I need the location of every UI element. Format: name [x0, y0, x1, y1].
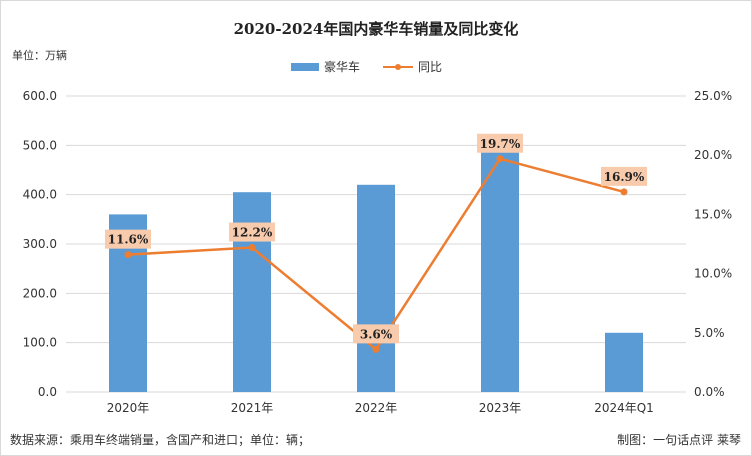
legend-swatch-line-marker	[395, 64, 401, 70]
chart-title: 2020-2024年国内豪华车销量及同比变化	[234, 20, 519, 38]
data-label-box	[477, 133, 523, 153]
left-tick-label: 300.0	[23, 237, 57, 251]
bar	[481, 143, 519, 392]
right-axis-ticks: 0.0% 5.0% 10.0% 15.0% 20.0% 25.0%	[694, 89, 732, 399]
data-label: 3.6%	[353, 324, 399, 344]
left-tick-label: 500.0	[23, 138, 57, 152]
data-label-text: 3.6%	[360, 327, 393, 341]
line-point	[620, 188, 628, 196]
bar-series	[109, 143, 643, 392]
left-axis-ticks: 0.0 100.0 200.0 300.0 400.0 500.0 600.0	[23, 89, 57, 399]
x-axis-labels: 2020年 2021年 2022年 2023年 2024年Q1	[107, 401, 654, 415]
credit-note: 制图：一句话点评 莱琴	[617, 433, 741, 447]
left-tick-label: 0.0	[38, 385, 57, 399]
line-point	[248, 244, 256, 252]
right-tick-label: 20.0%	[694, 148, 732, 162]
source-note: 数据来源：乘用车终端销量，含国产和进口；单位：辆；	[10, 432, 310, 447]
left-tick-label: 600.0	[23, 89, 57, 103]
line-data-labels: 11.6% 12.2% 3.6% 19.7% 16.9%	[105, 133, 647, 344]
bar	[233, 192, 271, 392]
data-label-text: 12.2%	[232, 226, 273, 240]
legend: 豪华车 同比	[291, 59, 442, 74]
unit-label: 单位：万辆	[12, 48, 67, 62]
data-label-text: 16.9%	[604, 170, 645, 184]
legend-label-bar: 豪华车	[324, 59, 360, 74]
data-label: 12.2%	[229, 222, 275, 242]
line-point	[496, 155, 504, 163]
data-label-box	[353, 324, 399, 344]
gridlines	[66, 95, 686, 393]
right-tick-label: 15.0%	[694, 207, 732, 221]
bar	[605, 332, 643, 392]
bar	[357, 184, 395, 392]
x-tick-label: 2022年	[355, 401, 398, 415]
x-tick-label: 2021年	[231, 401, 274, 415]
data-label-box	[105, 229, 151, 249]
data-label: 16.9%	[601, 166, 647, 186]
data-label: 19.7%	[477, 133, 523, 153]
data-label-box	[601, 166, 647, 186]
x-tick-label: 2020年	[107, 401, 150, 415]
x-tick-label: 2023年	[479, 401, 522, 415]
left-tick-label: 100.0	[23, 336, 57, 350]
right-tick-label: 5.0%	[694, 326, 725, 340]
data-label-text: 11.6%	[108, 233, 149, 247]
right-tick-label: 0.0%	[694, 385, 725, 399]
left-tick-label: 400.0	[23, 188, 57, 202]
legend-label-line: 同比	[418, 60, 442, 74]
legend-swatch-bar	[291, 63, 319, 71]
line-point	[372, 345, 380, 353]
x-tick-label: 2024年Q1	[594, 401, 654, 415]
data-label-text: 19.7%	[480, 137, 521, 151]
line-series	[124, 155, 628, 353]
data-label: 11.6%	[105, 229, 151, 249]
right-tick-label: 25.0%	[694, 89, 732, 103]
line-point	[124, 251, 132, 259]
left-tick-label: 200.0	[23, 286, 57, 300]
right-tick-label: 10.0%	[694, 267, 732, 281]
data-label-box	[229, 222, 275, 242]
